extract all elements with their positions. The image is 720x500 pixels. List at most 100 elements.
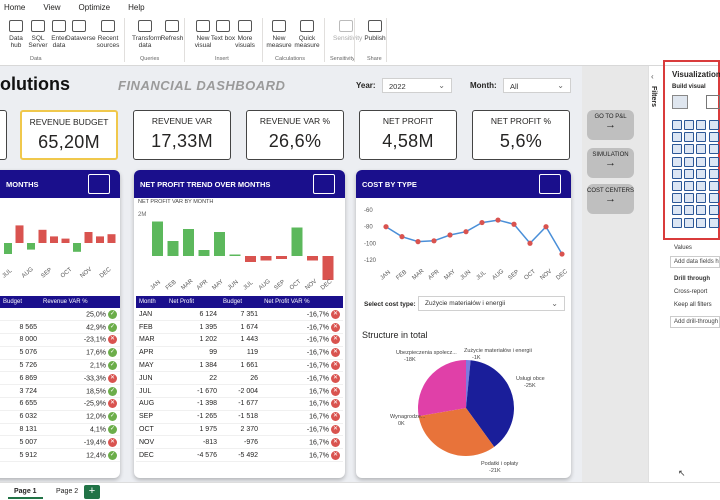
- ribbon-button[interactable]: Enter data: [46, 20, 72, 49]
- visual-type-icon[interactable]: [708, 132, 719, 143]
- kpi-card[interactable]: REVENUE BUDGET 65,20M: [20, 110, 118, 160]
- go-to-pnl-label: GO TO P&L: [594, 114, 627, 120]
- visual-type-icon[interactable]: [696, 168, 707, 179]
- ribbon-button[interactable]: Text box: [210, 20, 236, 42]
- ribbon-button[interactable]: Recent sources: [95, 20, 121, 49]
- table-row: JAN 6 124 7 351 -16,7% ✕: [136, 308, 343, 322]
- revenue-var-bar: [84, 232, 93, 243]
- visual-type-icon[interactable]: [684, 156, 695, 167]
- visual-type-icon[interactable]: [696, 144, 707, 155]
- visual-type-icon[interactable]: [684, 168, 695, 179]
- month-tick-label: JUN: [227, 279, 240, 291]
- visual-type-icon[interactable]: [672, 156, 682, 167]
- visual-type-icon[interactable]: [684, 217, 695, 228]
- arrow-right-icon: →: [605, 157, 616, 169]
- ribbon-button[interactable]: Publish: [362, 20, 388, 42]
- ribbon-icon: [216, 20, 230, 32]
- month-cell: MAY: [136, 359, 166, 373]
- month-tick-label: OCT: [523, 269, 537, 282]
- filters-pane-collapsed[interactable]: ‹ Filters: [648, 66, 662, 482]
- visual-type-icon[interactable]: [696, 132, 707, 143]
- menu-home[interactable]: Home: [4, 2, 26, 12]
- visual-type-icon[interactable]: [684, 144, 695, 155]
- visual-type-icon[interactable]: [672, 205, 682, 216]
- visual-type-icon[interactable]: [684, 120, 695, 130]
- visual-type-icon[interactable]: [708, 144, 719, 155]
- ribbon-button[interactable]: New measure: [266, 20, 292, 49]
- menu-view[interactable]: View: [43, 2, 61, 12]
- cost-centers-button[interactable]: COST CENTERS →: [587, 184, 634, 214]
- cost-type-dropdown[interactable]: Zużycie materiałów i energii ⌄: [418, 296, 565, 311]
- add-data-fields-well[interactable]: Add data fields h: [670, 256, 720, 268]
- revenue-var-cell: 25,0% ✓: [40, 308, 120, 322]
- kpi-card[interactable]: NET PROFIT 4,58M: [359, 110, 457, 160]
- visual-type-icon[interactable]: [708, 156, 719, 167]
- visual-type-icon[interactable]: [696, 120, 707, 130]
- ribbon-button[interactable]: Dataverse: [66, 20, 96, 42]
- visual-type-icon[interactable]: [672, 180, 682, 191]
- kpi-card-partial[interactable]: [0, 110, 7, 160]
- ribbon-separator: [324, 18, 325, 62]
- ribbon-button[interactable]: Transform data: [132, 20, 161, 49]
- ribbon-button-label: Sensitivity: [333, 35, 363, 42]
- visual-type-icon[interactable]: [708, 168, 719, 179]
- report-subtitle: FINANCIAL DASHBOARD: [118, 78, 286, 93]
- ribbon-button[interactable]: Quick measure: [294, 20, 320, 49]
- pie-slice-value: 0K: [398, 421, 405, 427]
- year-slicer[interactable]: 2022 ⌄: [382, 78, 452, 93]
- visual-type-icon[interactable]: [684, 132, 695, 143]
- collapse-icon[interactable]: ‹: [651, 72, 654, 81]
- visual-type-icon[interactable]: [684, 205, 695, 216]
- cross-report-toggle[interactable]: Cross-report: [674, 289, 708, 295]
- net-profit-var-value: 16,7%: [309, 452, 329, 459]
- menu-help[interactable]: Help: [128, 2, 145, 12]
- tab-page-1[interactable]: Page 1: [8, 486, 43, 499]
- kpi-card[interactable]: NET PROFIT % 5,6%: [472, 110, 570, 160]
- add-drill-through-well[interactable]: Add drill-through: [670, 316, 720, 328]
- visual-type-icon[interactable]: [672, 217, 682, 228]
- ribbon-button[interactable]: New visual: [190, 20, 216, 49]
- keep-all-filters-toggle[interactable]: Keep all filters: [674, 302, 712, 308]
- visual-type-icon[interactable]: [696, 180, 707, 191]
- visual-type-icon[interactable]: [708, 217, 719, 228]
- calculator-icon: [539, 174, 561, 194]
- format-visual-icon[interactable]: [706, 95, 720, 109]
- ribbon-button[interactable]: SQL Server: [25, 20, 51, 49]
- revenue-var-cell: 4,1% ✓: [40, 423, 120, 437]
- ribbon-button[interactable]: Refresh: [159, 20, 185, 42]
- visual-type-icon[interactable]: [708, 120, 719, 130]
- kpi-card[interactable]: REVENUE VAR % 26,6%: [246, 110, 344, 160]
- visual-type-icon[interactable]: [672, 193, 682, 204]
- visual-type-icon[interactable]: [672, 144, 682, 155]
- check-icon: ✓: [108, 348, 117, 358]
- simulation-button[interactable]: SIMULATION →: [587, 148, 634, 178]
- menu-optimize[interactable]: Optimize: [78, 2, 111, 12]
- visual-type-icon[interactable]: [672, 120, 682, 130]
- visual-type-icon[interactable]: [672, 132, 682, 143]
- build-visual-icon[interactable]: [672, 95, 688, 109]
- tab-page-2[interactable]: Page 2: [56, 488, 79, 495]
- visual-type-icon[interactable]: [684, 193, 695, 204]
- net-profit-value: 1 202: [199, 336, 217, 344]
- cross-icon: ✕: [331, 309, 340, 319]
- visual-type-icon[interactable]: [696, 156, 707, 167]
- visual-type-icon[interactable]: [696, 217, 707, 228]
- visual-type-icon[interactable]: [696, 205, 707, 216]
- ribbon-button[interactable]: Data hub: [3, 20, 29, 49]
- month-tick-label: AUG: [21, 266, 35, 279]
- go-to-pnl-button[interactable]: GO TO P&L →: [587, 110, 634, 140]
- kpi-card[interactable]: REVENUE VAR 17,33M: [133, 110, 231, 160]
- ribbon-button[interactable]: Sensitivity: [333, 20, 363, 42]
- visual-type-icon[interactable]: [672, 168, 682, 179]
- visual-type-icon[interactable]: [696, 193, 707, 204]
- visual-type-icon[interactable]: [684, 180, 695, 191]
- cursor-icon: ↖: [678, 468, 686, 478]
- visual-type-icon[interactable]: [708, 180, 719, 191]
- month-cell: FEB: [136, 320, 166, 335]
- visual-type-icon[interactable]: [708, 193, 719, 204]
- card-title: NET PROFIT TREND OVER MONTHS: [140, 180, 271, 189]
- add-page-button[interactable]: +: [84, 485, 100, 499]
- month-slicer[interactable]: All ⌄: [503, 78, 571, 93]
- ribbon-button[interactable]: More visuals: [232, 20, 258, 49]
- visual-type-icon[interactable]: [708, 205, 719, 216]
